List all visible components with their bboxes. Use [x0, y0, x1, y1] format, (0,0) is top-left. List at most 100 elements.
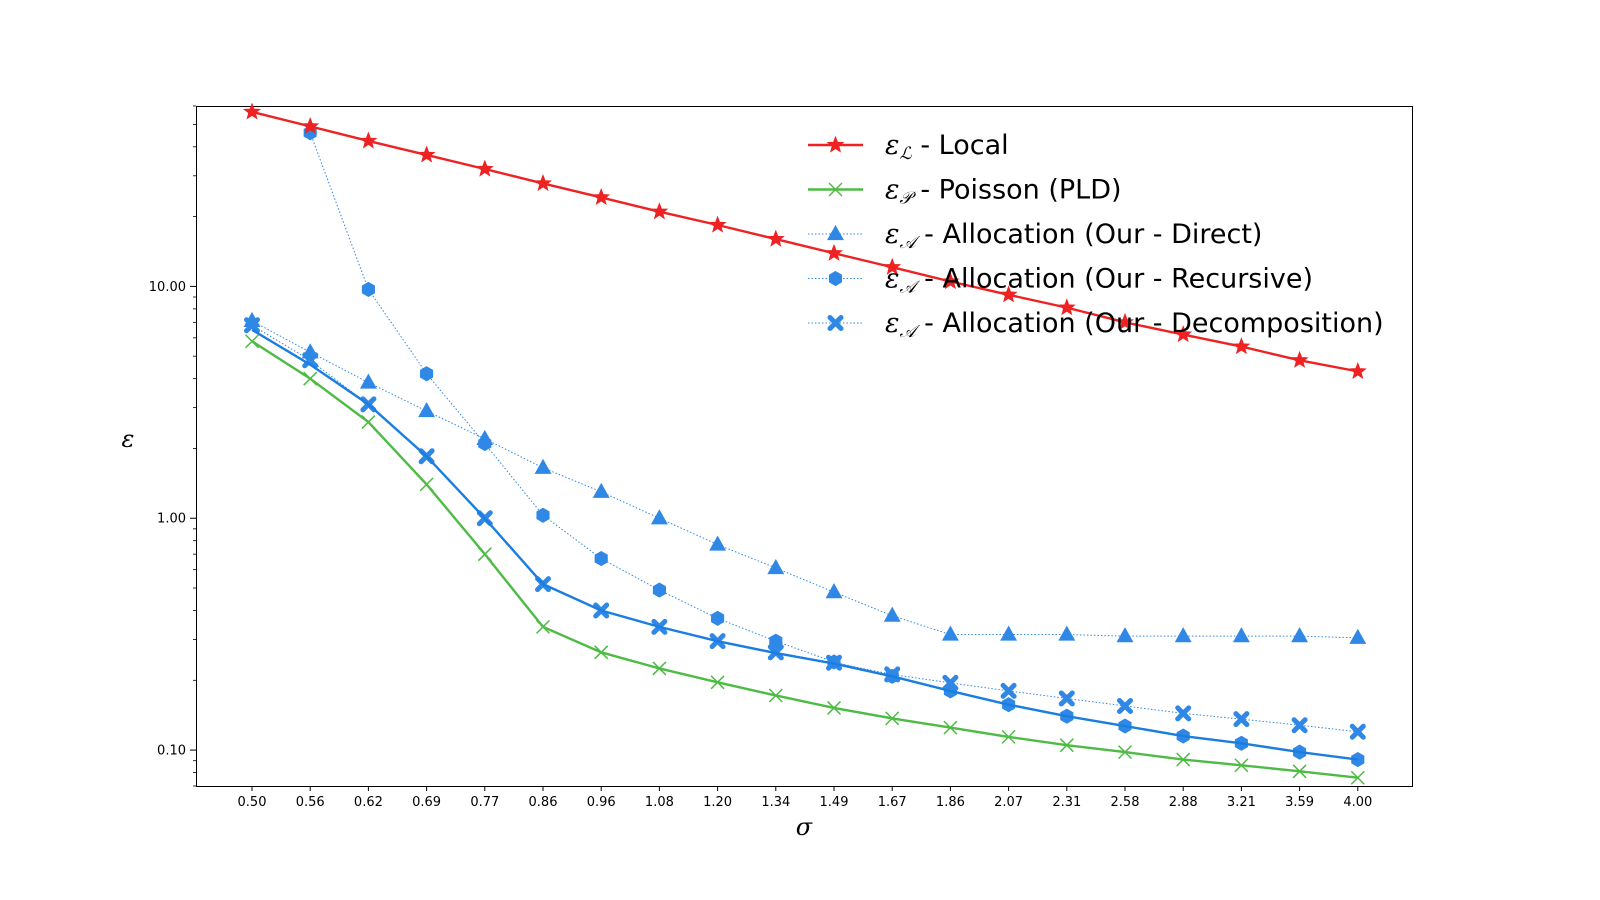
data-point — [999, 285, 1018, 303]
data-point — [534, 174, 552, 192]
data-point — [534, 458, 552, 474]
legend-label: εℒ - Local — [885, 130, 1009, 164]
data-point — [418, 402, 436, 418]
data-point — [1058, 625, 1076, 641]
data-point — [883, 606, 901, 622]
data-point — [942, 674, 959, 691]
x-tick-label: 1.67 — [878, 795, 907, 810]
data-point — [359, 131, 378, 149]
data-point — [417, 145, 436, 163]
data-point — [1232, 627, 1250, 643]
data-point — [592, 482, 610, 498]
data-point — [711, 610, 725, 626]
x-tick-label: 2.07 — [994, 795, 1023, 810]
data-point — [477, 547, 492, 562]
data-point — [1291, 627, 1309, 643]
data-point — [766, 229, 785, 247]
data-point — [1116, 627, 1134, 643]
legend-label: ε𝒜 - Allocation (Our - Recursive) — [885, 264, 1313, 298]
x-tick-label: 1.49 — [820, 795, 849, 810]
data-point — [419, 477, 434, 492]
data-point — [359, 373, 377, 389]
data-point — [476, 429, 494, 445]
data-point — [1057, 298, 1076, 316]
data-point — [883, 257, 902, 275]
data-point — [420, 366, 434, 382]
data-point — [650, 509, 668, 525]
x-tick-label: 1.86 — [936, 795, 965, 810]
data-point — [1348, 361, 1367, 379]
data-point — [243, 102, 261, 120]
x-tick-label: 0.86 — [529, 795, 558, 810]
data-point — [1292, 764, 1307, 779]
y-tick-label: 10.00 — [149, 280, 186, 295]
data-point — [1059, 738, 1074, 753]
x-tick-label: 3.59 — [1285, 795, 1314, 810]
data-point — [1350, 770, 1365, 785]
series-line — [251, 110, 1359, 373]
x-tick-label: 0.77 — [470, 795, 499, 810]
data-point — [825, 243, 843, 261]
series-allocation-our-combined — [251, 328, 1358, 761]
series-line — [251, 340, 1358, 779]
legend-marker — [828, 270, 843, 287]
data-point — [767, 558, 785, 575]
data-point — [650, 202, 669, 220]
legend-marker — [827, 224, 844, 241]
data-point — [885, 711, 900, 726]
x-tick-label: 3.21 — [1227, 795, 1256, 810]
legend-entry: ε𝒫 - Poisson (PLD) — [808, 175, 1122, 209]
data-point — [769, 633, 783, 649]
x-tick-label: 0.62 — [354, 795, 383, 810]
x-tick-label: 4.00 — [1343, 795, 1372, 810]
legend-marker — [828, 182, 843, 197]
legend-marker — [827, 315, 844, 331]
x-tick-label: 0.50 — [238, 795, 267, 810]
data-point — [361, 415, 376, 430]
data-point — [1116, 312, 1134, 330]
plot-frame — [196, 106, 1413, 787]
data-point — [302, 352, 319, 369]
series-line — [251, 328, 1358, 761]
data-point — [301, 116, 320, 134]
y-axis-label: ε — [122, 425, 135, 453]
x-axis-label: σ — [796, 813, 813, 841]
data-point — [1117, 745, 1133, 760]
data-point — [710, 675, 725, 690]
legend: εℒ - Local ε𝒫 - Poisson (PLD) ε𝒜 - Allocat… — [808, 130, 1384, 342]
series-local — [243, 102, 1367, 379]
data-point — [244, 317, 260, 334]
data-point — [594, 550, 608, 567]
data-point — [652, 661, 667, 676]
data-point — [941, 625, 959, 641]
data-point — [1290, 350, 1309, 368]
series-allocation-our-direct — [243, 311, 1367, 644]
series-poisson-pld — [244, 334, 1365, 785]
legend-entry: ε𝒜 - Allocation (Our - Direct) — [808, 219, 1262, 253]
x-tick-label: 0.69 — [412, 795, 441, 810]
x-tick-label: 0.96 — [587, 795, 616, 810]
data-point — [826, 700, 842, 715]
data-point — [1349, 628, 1367, 644]
data-point — [594, 645, 609, 660]
data-point — [1058, 690, 1075, 707]
legend-label: ε𝒜 - Allocation (Our - Direct) — [885, 219, 1262, 253]
series-line — [251, 324, 1358, 733]
data-point — [244, 334, 260, 349]
data-point — [1234, 758, 1249, 773]
y-tick-label: 0.10 — [157, 744, 186, 759]
x-tick-label: 2.58 — [1111, 795, 1140, 810]
data-point — [1232, 337, 1251, 355]
data-point — [943, 720, 958, 735]
data-point — [535, 619, 551, 634]
data-point — [1291, 717, 1308, 734]
legend-label: ε𝒜 - Allocation (Our - Decomposition) — [885, 308, 1384, 342]
data-point — [1000, 625, 1018, 641]
data-point — [1176, 752, 1191, 767]
data-point — [825, 583, 843, 599]
data-point — [592, 188, 611, 206]
x-tick-label: 0.56 — [296, 795, 325, 810]
data-point — [1233, 711, 1250, 728]
data-point — [1349, 723, 1366, 740]
